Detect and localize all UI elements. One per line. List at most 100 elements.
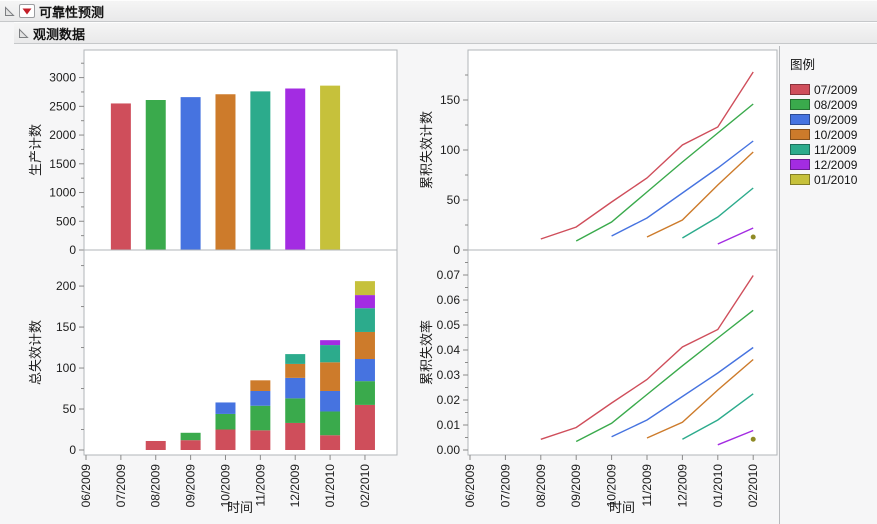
stack-segment-07/2009[interactable] — [285, 422, 306, 450]
stack-segment-07/2009[interactable] — [354, 404, 375, 450]
stack-segment-12/2009[interactable] — [320, 340, 341, 346]
series-line-12/2009[interactable] — [717, 227, 754, 245]
y-tick-label: 50 — [63, 402, 77, 416]
stack-segment-08/2009[interactable] — [354, 381, 375, 405]
bar-10/2009[interactable] — [215, 94, 236, 250]
series-line-09/2009[interactable] — [611, 140, 754, 237]
cumulative-failure-count-plot-frame[interactable] — [467, 49, 778, 251]
y-tick-label: 100 — [56, 361, 76, 375]
section-title: 观测数据 — [33, 26, 86, 42]
legend-swatch[interactable] — [790, 114, 810, 125]
legend-item[interactable]: 09/2009 — [790, 112, 876, 127]
x-tick-label: 11/2009 — [253, 464, 267, 507]
x-tick-label: 10/2009 — [218, 464, 232, 508]
legend-label: 10/2009 — [814, 127, 858, 142]
legend-item[interactable]: 10/2009 — [790, 127, 876, 142]
legend-item[interactable]: 12/2009 — [790, 157, 876, 172]
y-tick-label: 0 — [69, 243, 76, 257]
stack-segment-07/2009[interactable] — [320, 435, 341, 450]
disclosure-triangle-icon[interactable] — [4, 5, 15, 17]
x-tick-label: 12/2009 — [675, 464, 689, 508]
stack-segment-08/2009[interactable] — [215, 413, 236, 430]
stack-segment-11/2009[interactable] — [354, 308, 375, 332]
legend-swatch[interactable] — [790, 99, 810, 110]
series-line-11/2009[interactable] — [682, 187, 754, 239]
stack-segment-11/2009[interactable] — [320, 345, 341, 363]
charts-canvas: 050010001500200025003000生产计数050100150200… — [28, 49, 778, 515]
x-tick-label: 01/2010 — [711, 464, 725, 508]
series-line-10/2009[interactable] — [646, 151, 754, 238]
cumulative-failure-rate-plot-frame[interactable] — [467, 249, 778, 456]
total-failure-count-plot-frame[interactable] — [83, 249, 398, 456]
legend-swatch[interactable] — [790, 144, 810, 155]
series-line-07/2009[interactable] — [540, 275, 754, 440]
production-count-y-axis-title: 生产计数 — [28, 124, 43, 176]
stack-segment-09/2009[interactable] — [320, 390, 341, 412]
legend-swatch[interactable] — [790, 159, 810, 170]
legend-item[interactable]: 01/2010 — [790, 172, 876, 187]
stack-segment-08/2009[interactable] — [180, 432, 201, 441]
stack-segment-11/2009[interactable] — [285, 354, 306, 364]
stack-segment-09/2009[interactable] — [215, 402, 236, 414]
series-line-08/2009[interactable] — [575, 103, 754, 242]
x-tick-label: 10/2009 — [605, 464, 619, 508]
legend-swatch[interactable] — [790, 84, 810, 95]
red-triangle-menu-button[interactable] — [19, 4, 35, 18]
legend-item[interactable]: 07/2009 — [790, 82, 876, 97]
y-tick-label: 0.05 — [437, 318, 461, 332]
stack-segment-08/2009[interactable] — [285, 398, 306, 423]
bar-07/2009[interactable] — [110, 103, 131, 250]
y-tick-label: 0.01 — [437, 418, 461, 432]
y-tick-label: 150 — [440, 93, 460, 107]
series-line-09/2009[interactable] — [611, 346, 754, 438]
series-marker-01/2010[interactable] — [750, 234, 756, 240]
legend-item[interactable]: 11/2009 — [790, 142, 876, 157]
x-tick-label: 07/2009 — [114, 464, 128, 508]
legend-swatch[interactable] — [790, 129, 810, 140]
cumulative-failure-rate-y-axis-title: 累积失效率 — [419, 320, 434, 385]
legend-item[interactable]: 08/2009 — [790, 97, 876, 112]
legend-swatch[interactable] — [790, 174, 810, 185]
y-tick-label: 0 — [453, 243, 460, 257]
y-tick-label: 2000 — [49, 128, 76, 142]
stack-segment-10/2009[interactable] — [285, 363, 306, 378]
bar-01/2010[interactable] — [320, 85, 341, 250]
stack-segment-10/2009[interactable] — [250, 380, 271, 391]
stack-segment-08/2009[interactable] — [250, 405, 271, 431]
bar-09/2009[interactable] — [180, 97, 201, 250]
stack-segment-08/2009[interactable] — [320, 411, 341, 436]
stack-segment-09/2009[interactable] — [250, 390, 271, 406]
production-count-plot-frame[interactable] — [83, 49, 398, 251]
y-tick-label: 1500 — [49, 157, 76, 171]
y-tick-label: 0.00 — [437, 443, 461, 457]
stack-segment-10/2009[interactable] — [320, 362, 341, 391]
bar-11/2009[interactable] — [250, 91, 271, 251]
series-line-11/2009[interactable] — [682, 393, 754, 440]
stack-segment-07/2009[interactable] — [215, 429, 236, 450]
x-tick-label: 01/2010 — [323, 464, 337, 508]
stack-segment-12/2009[interactable] — [354, 295, 375, 309]
bar-12/2009[interactable] — [285, 88, 306, 250]
legend-label: 07/2009 — [814, 82, 858, 97]
bar-08/2009[interactable] — [145, 100, 166, 250]
stack-segment-09/2009[interactable] — [354, 359, 375, 382]
y-tick-label: 500 — [56, 214, 76, 228]
x-tick-label: 08/2009 — [149, 464, 163, 508]
x-tick-label: 09/2009 — [184, 464, 198, 508]
disclosure-triangle-icon[interactable] — [18, 27, 29, 39]
x-tick-label: 06/2009 — [463, 464, 477, 508]
stack-segment-07/2009[interactable] — [145, 440, 166, 450]
series-line-07/2009[interactable] — [540, 71, 754, 240]
series-line-12/2009[interactable] — [717, 429, 754, 446]
stack-segment-10/2009[interactable] — [354, 331, 375, 360]
stack-segment-07/2009[interactable] — [250, 430, 271, 450]
stack-segment-01/2010[interactable] — [354, 281, 375, 296]
x-axis-title: 时间 — [227, 500, 253, 515]
series-line-08/2009[interactable] — [575, 309, 754, 443]
legend-title: 图例 — [790, 58, 816, 72]
series-marker-01/2010[interactable] — [750, 436, 756, 442]
x-tick-label: 08/2009 — [534, 464, 548, 508]
stack-segment-09/2009[interactable] — [285, 377, 306, 399]
series-line-10/2009[interactable] — [646, 358, 754, 439]
stack-segment-07/2009[interactable] — [180, 440, 201, 450]
